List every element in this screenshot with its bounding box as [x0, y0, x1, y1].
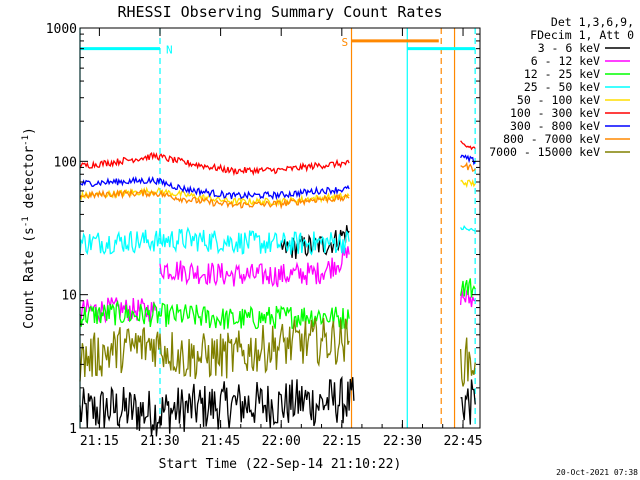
series-3 — [79, 278, 476, 330]
series-7-segment-1 — [79, 175, 350, 201]
legend-label-7: 300 - 800 keV — [510, 119, 600, 133]
legend-header-line-2: FDecim 1, Att 0 — [530, 28, 634, 42]
legend-label-1: 3 - 6 keV — [538, 41, 600, 55]
legend-label-3: 12 - 25 keV — [524, 67, 600, 81]
series-5-segment-2 — [460, 178, 476, 189]
series-4-segment-2 — [460, 224, 476, 232]
series-5 — [79, 178, 476, 208]
y-axis-label: Count Rate (s-1 detector-1) — [21, 127, 37, 329]
x-axis-label: Start Time (22-Sep-14 21:10:22) — [159, 457, 402, 472]
legend-label-8: 800 - 7000 keV — [503, 132, 600, 146]
y-axis-label-sup2: -1 — [21, 135, 31, 146]
series-3-segment-2 — [459, 278, 476, 298]
state-bar-label-1: N — [166, 44, 173, 57]
y-tick-label-3: 100 — [54, 155, 77, 170]
x-tick-label-5: 22:15 — [322, 434, 361, 449]
legend-label-9: 7000 - 15000 keV — [489, 145, 600, 159]
series-8-segment-2 — [460, 161, 476, 173]
series-5-segment-1 — [79, 186, 350, 208]
timestamp: 20-Oct-2021 07:38 — [556, 468, 638, 477]
x-tick-label-6: 22:30 — [383, 434, 422, 449]
y-axis: 1 10 100 1000 — [46, 22, 480, 437]
x-tick-label-2: 21:30 — [140, 434, 179, 449]
x-axis: 21:15 21:30 21:45 22:00 22:15 22:30 22:45 — [80, 28, 483, 449]
series-2-segment-2 — [159, 246, 350, 288]
legend-label-6: 100 - 300 keV — [510, 106, 600, 120]
legend-label-4: 25 - 50 keV — [524, 80, 600, 94]
y-axis-label-mid: detector — [22, 146, 37, 217]
legend-label-2: 6 - 12 keV — [531, 54, 600, 68]
series-8 — [79, 161, 476, 210]
legend-header-line-1: Det 1,3,6,9, — [551, 15, 634, 29]
series-7 — [79, 154, 476, 201]
y-axis-label-main: Count Rate (s — [22, 227, 37, 329]
legend: Det 1,3,6,9, FDecim 1, Att 0 3 - 6 keV6 … — [489, 15, 634, 159]
series-9-segment-1 — [79, 317, 350, 382]
x-tick-label-7: 22:45 — [443, 434, 482, 449]
series-3-segment-1 — [79, 300, 350, 330]
series-4 — [79, 224, 476, 256]
series-7-segment-2 — [460, 154, 476, 166]
x-tick-label-3: 21:45 — [201, 434, 240, 449]
y-axis-label-sup1: -1 — [21, 216, 31, 227]
x-tick-label-1: 21:15 — [80, 434, 119, 449]
x-tick-label-4: 22:00 — [262, 434, 301, 449]
series-9 — [79, 317, 476, 387]
series-6 — [79, 140, 476, 177]
legend-label-5: 50 - 100 keV — [517, 93, 600, 107]
series-1-segment-3 — [460, 379, 476, 425]
series-6-segment-2 — [460, 140, 476, 151]
series-8-segment-1 — [79, 188, 350, 210]
state-bar-label-3: S — [342, 36, 349, 49]
y-tick-label-4: 1000 — [46, 22, 77, 37]
chart-title: RHESSI Observing Summary Count Rates — [117, 3, 442, 21]
y-tick-label-1: 1 — [69, 422, 77, 437]
plot-area: NS — [79, 27, 481, 437]
series-1-segment-1 — [79, 375, 355, 437]
y-axis-label-end: ) — [22, 127, 37, 135]
y-tick-label-2: 10 — [61, 289, 77, 304]
series-6-segment-1 — [79, 151, 350, 177]
series-9-segment-2 — [459, 337, 476, 387]
series-4-segment-1 — [79, 226, 350, 256]
plot-frame — [79, 27, 481, 429]
series-1 — [79, 225, 476, 437]
